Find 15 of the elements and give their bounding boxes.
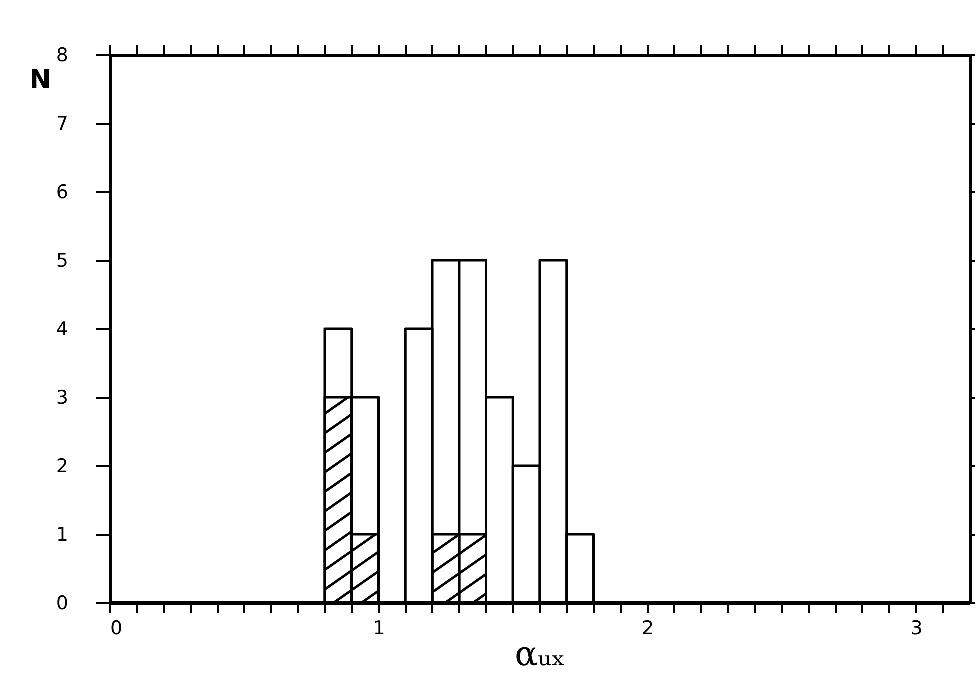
x-tick-label: 3 [910,618,923,640]
y-tick-label: 2 [56,456,68,478]
y-tick-label: 3 [56,387,68,409]
x-axis-title: αᵤₓ [515,634,566,674]
x-tick-label: 0 [110,618,123,640]
y-axis-title: N [30,66,52,96]
x-tick-label: 2 [642,618,654,640]
x-tick-label: 1 [373,618,386,640]
y-tick-label: 7 [56,113,68,135]
y-tick-label: 5 [56,250,68,272]
y-tick-label: 4 [56,318,68,340]
y-tick-label: 6 [56,182,68,204]
y-tick-label: 0 [56,592,68,614]
y-tick-label: 1 [56,524,68,546]
y-tick-label: 8 [56,44,68,66]
